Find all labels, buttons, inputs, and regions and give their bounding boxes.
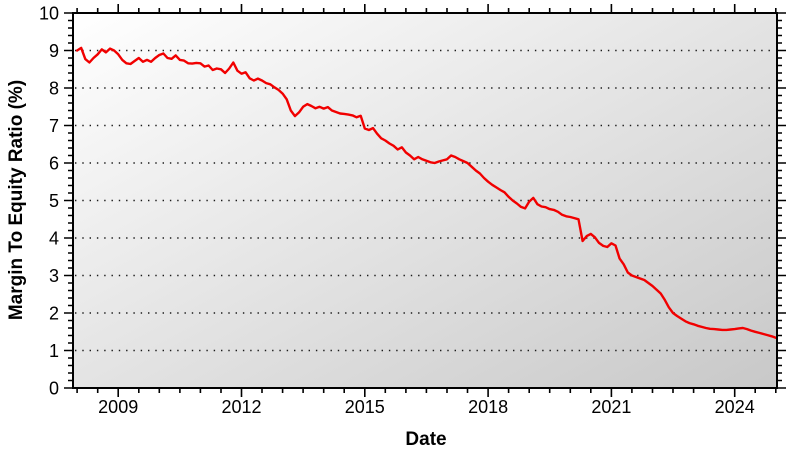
y-axis-title: Margin To Equity Ratio (%) bbox=[6, 80, 27, 320]
x-tick-label: 2024 bbox=[715, 397, 755, 417]
y-tick-label: 8 bbox=[49, 79, 59, 99]
y-tick-label: 4 bbox=[49, 229, 59, 249]
chart-generated-layers: 2009 2012 2015 2018 2021 2024 0 1 2 3 4 5 6 7 8 9 10 bbox=[39, 4, 786, 417]
y-tick-label: 10 bbox=[39, 4, 59, 24]
y-axis-ticks bbox=[64, 12, 786, 389]
y-tick-label: 5 bbox=[49, 191, 59, 211]
y-tick-label: 9 bbox=[49, 41, 59, 61]
x-axis-ticks bbox=[76, 4, 777, 397]
y-tick-label: 3 bbox=[49, 266, 59, 286]
x-tick-label: 2018 bbox=[468, 397, 508, 417]
x-axis-title: Date bbox=[405, 429, 446, 450]
x-tick-label: 2009 bbox=[98, 397, 138, 417]
y-tick-label: 0 bbox=[49, 379, 59, 399]
data-series-line bbox=[75, 46, 777, 339]
y-tick-label: 6 bbox=[49, 154, 59, 174]
y-tick-label: 7 bbox=[49, 116, 59, 136]
x-tick-label: 2015 bbox=[345, 397, 385, 417]
y-tick-label: 1 bbox=[49, 341, 59, 361]
x-tick-label: 2021 bbox=[591, 397, 631, 417]
y-tick-label: 2 bbox=[49, 304, 59, 324]
x-tick-label: 2012 bbox=[221, 397, 261, 417]
